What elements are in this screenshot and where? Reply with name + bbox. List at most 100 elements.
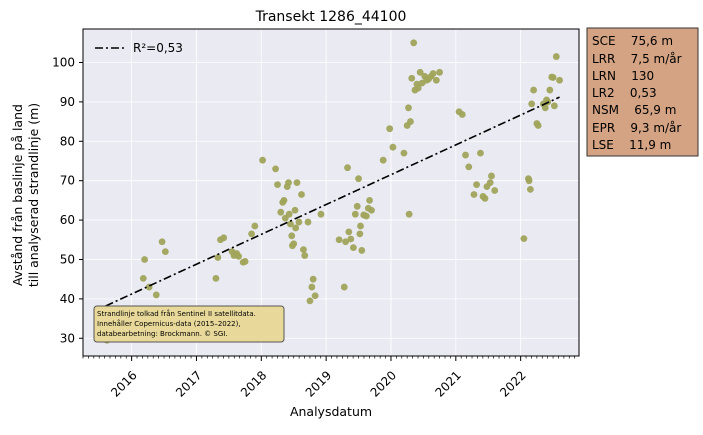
note-box: Strandlinje tolkad från Sentinel II sate…: [93, 305, 285, 343]
data-point: [530, 86, 538, 94]
data-point: [414, 84, 422, 92]
x-tick-label: 2019: [303, 368, 334, 399]
data-point: [345, 228, 353, 236]
data-point: [293, 179, 301, 187]
x-tick-label: 2021: [432, 368, 463, 399]
data-point: [235, 252, 243, 260]
data-point: [285, 179, 292, 187]
data-point: [486, 179, 494, 187]
data-point: [465, 163, 473, 171]
data-point: [386, 125, 394, 133]
data-point: [152, 291, 160, 299]
data-point: [407, 118, 414, 125]
data-point: [298, 191, 305, 198]
grid: [83, 29, 579, 356]
data-point: [368, 206, 375, 214]
data-point: [212, 274, 220, 282]
stats-box-background: [586, 27, 699, 157]
data-point: [525, 177, 533, 185]
data-point: [473, 181, 480, 189]
data-point: [295, 218, 303, 226]
data-point: [366, 196, 373, 204]
data-point: [317, 210, 325, 218]
data-point: [520, 235, 528, 242]
data-point: [408, 74, 416, 82]
data-point: [342, 238, 349, 246]
data-point: [552, 53, 560, 60]
chart-title: Transekt 1286_44100: [255, 9, 407, 25]
y-tick-label: 70: [60, 174, 75, 188]
data-point: [400, 149, 408, 157]
data-point: [462, 151, 469, 159]
data-point: [491, 187, 499, 194]
data-point: [410, 39, 418, 47]
data-point: [405, 104, 412, 112]
data-point: [292, 224, 300, 232]
data-point: [290, 240, 298, 248]
data-point: [291, 206, 299, 214]
data-point: [158, 238, 166, 246]
x-axis-label: Analysdatum: [290, 404, 372, 419]
legend: R²=0,53: [95, 41, 183, 55]
data-point: [311, 292, 319, 300]
data-point: [416, 68, 424, 76]
regression-line: [105, 96, 560, 307]
data-point: [280, 196, 288, 204]
data-point: [526, 185, 534, 193]
data-point: [405, 210, 413, 218]
data-point: [309, 275, 317, 283]
data-point: [541, 104, 549, 112]
data-point: [241, 258, 249, 265]
y-axis: 30 40 50 60 70 80 90 100: [52, 55, 83, 345]
data-point: [272, 165, 279, 173]
data-point: [304, 218, 312, 226]
data-point: [362, 212, 370, 220]
data-point: [300, 246, 307, 254]
data-point: [481, 195, 489, 202]
note-box-background: [93, 305, 285, 343]
data-point: [139, 274, 147, 282]
y-tick-label: 60: [60, 213, 75, 227]
data-point: [285, 210, 293, 218]
y-axis-label-line-1: Avstånd från baslinje på land: [10, 104, 25, 286]
data-point: [389, 143, 397, 151]
data-point: [340, 283, 348, 291]
data-point: [550, 102, 558, 110]
y-tick-label: 40: [60, 292, 75, 306]
stats-box: SCE 75,6 m LRR 7,5 m/år LRN 130 LR2 0,53…: [586, 27, 699, 157]
data-point: [436, 68, 444, 76]
data-point: [220, 234, 228, 242]
data-point: [358, 247, 366, 254]
stats-line-sce: SCE 75,6 m: [592, 34, 673, 48]
data-point: [353, 202, 361, 210]
stats-line-lse: LSE 11,9 m: [592, 138, 671, 152]
data-point: [477, 149, 484, 157]
data-point: [349, 244, 357, 252]
stats-line-nsm: NSM 65,9 m: [592, 103, 676, 117]
stats-line-lrr: LRR 7,5 m/år: [592, 52, 682, 66]
y-tick-label: 100: [52, 55, 75, 69]
y-tick-label: 30: [60, 331, 75, 345]
x-axis: 2016 2017 2018 2019 2020 2021 2022: [82, 356, 576, 400]
data-point: [248, 230, 255, 238]
y-tick-label: 90: [60, 95, 75, 109]
note-line-1: Strandlinje tolkad från Sentinel II sate…: [97, 309, 256, 318]
data-point: [351, 210, 359, 218]
data-point: [347, 235, 355, 243]
data-point: [470, 191, 478, 198]
stats-line-epr: EPR 9,3 m/år: [592, 121, 681, 135]
data-point: [277, 208, 285, 216]
data-point: [344, 164, 351, 172]
data-point: [214, 254, 222, 261]
x-tick-label: 2017: [173, 368, 204, 399]
y-axis-label-line-2: till analyserad strandlinje (m): [26, 103, 41, 287]
plot-frame: [82, 28, 580, 357]
data-point: [458, 111, 466, 118]
x-tick-label: 2022: [497, 368, 528, 399]
data-point: [379, 156, 387, 164]
stats-line-lrn: LRN 130: [592, 69, 654, 83]
data-point: [274, 181, 281, 189]
data-point: [534, 122, 542, 129]
stats-line-lr2: LR2 0,53: [592, 86, 657, 100]
